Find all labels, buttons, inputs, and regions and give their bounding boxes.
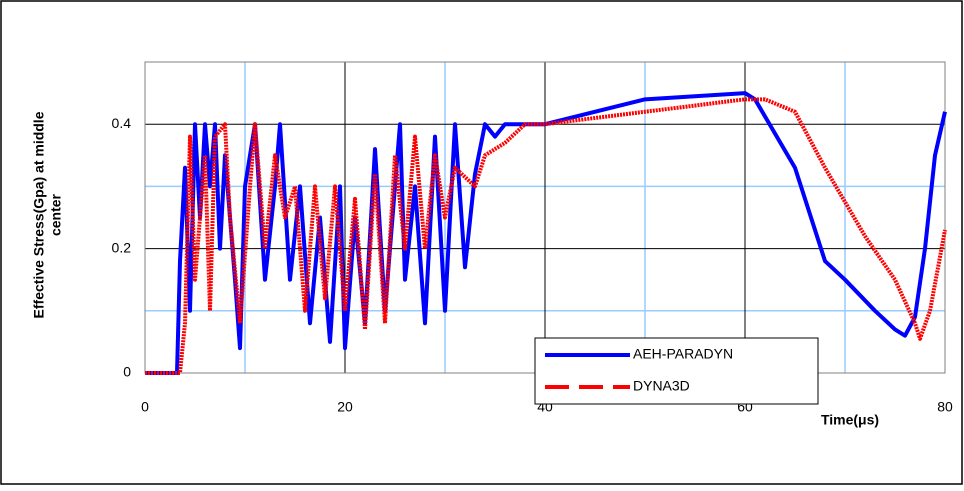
y-tick-label: 0.2 xyxy=(112,239,132,255)
legend-label: AEH-PARADYN xyxy=(633,346,733,362)
series-line xyxy=(145,91,947,375)
x-axis-label: Time(μs) xyxy=(821,412,879,428)
y-axis-label: center xyxy=(48,193,64,236)
series-line xyxy=(145,97,947,375)
x-tick-label: 80 xyxy=(937,399,953,415)
y-tick-label: 0 xyxy=(123,364,131,380)
x-tick-label: 20 xyxy=(337,399,353,415)
legend xyxy=(534,337,819,405)
x-tick-label: 0 xyxy=(141,399,149,415)
y-tick-label: 0.4 xyxy=(112,115,132,131)
y-axis-label: Effective Stress(Gpa) at middle xyxy=(31,111,47,318)
legend-label: DYNA3D xyxy=(633,378,690,394)
